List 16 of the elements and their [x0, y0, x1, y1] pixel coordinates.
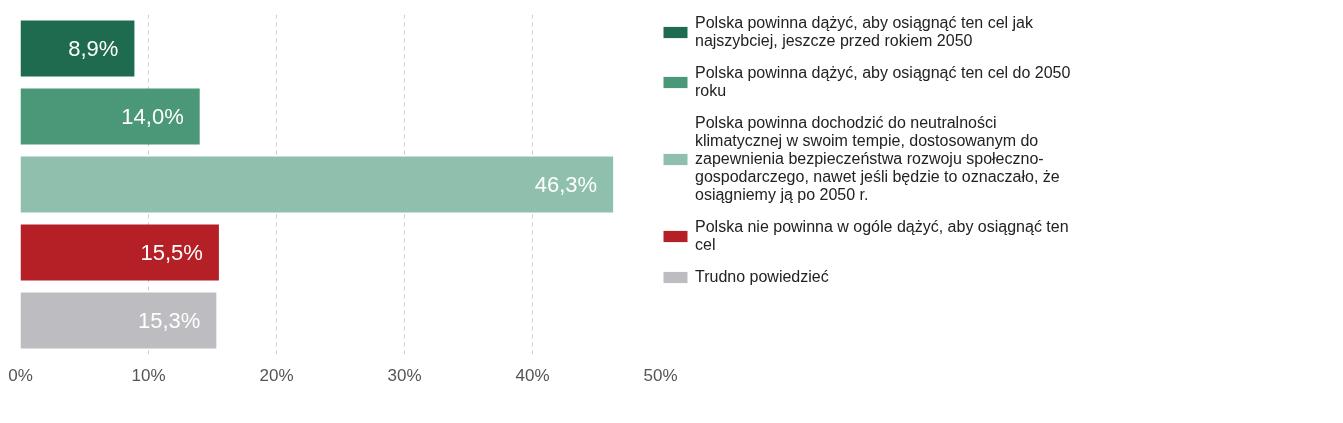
legend-label: Polska powinna dążyć, aby osiągnąć ten cel jak najszybciej, jeszcze przed rokiem 2050	[695, 14, 1033, 50]
x-tick-label: 0%	[8, 365, 33, 385]
data-label: 15,3%	[137, 308, 201, 333]
legend-label: Polska powinna dochodzić do neutralności klimatycznej w swoim tempie, dostosowanym do zapewnienia bezpieczeństwa rozwoju społeczno-gospodarczego, nawet jeśli będzie to oznaczało, że osiągniemy ją po 2050 r.	[695, 114, 1060, 204]
legend-label: Polska nie powinna w ogóle dążyć, aby osiągnąć ten cel	[695, 218, 1069, 254]
x-tick-label: 10%	[131, 365, 166, 385]
x-tick-label: 30%	[387, 365, 422, 385]
data-label: 15,5%	[140, 240, 203, 265]
data-label: 46,3%	[534, 172, 598, 197]
legend-label: Polska powinna dążyć, aby osiągnąć ten cel do 2050 roku	[695, 64, 1071, 100]
data-label: 8,9%	[68, 36, 119, 61]
data-label: 14,0%	[121, 104, 184, 129]
x-tick-label: 40%	[515, 365, 550, 385]
legend-label: Trudno powiedzieć	[695, 268, 829, 286]
x-tick-label: 50%	[643, 365, 678, 385]
x-tick-label: 20%	[259, 365, 294, 385]
